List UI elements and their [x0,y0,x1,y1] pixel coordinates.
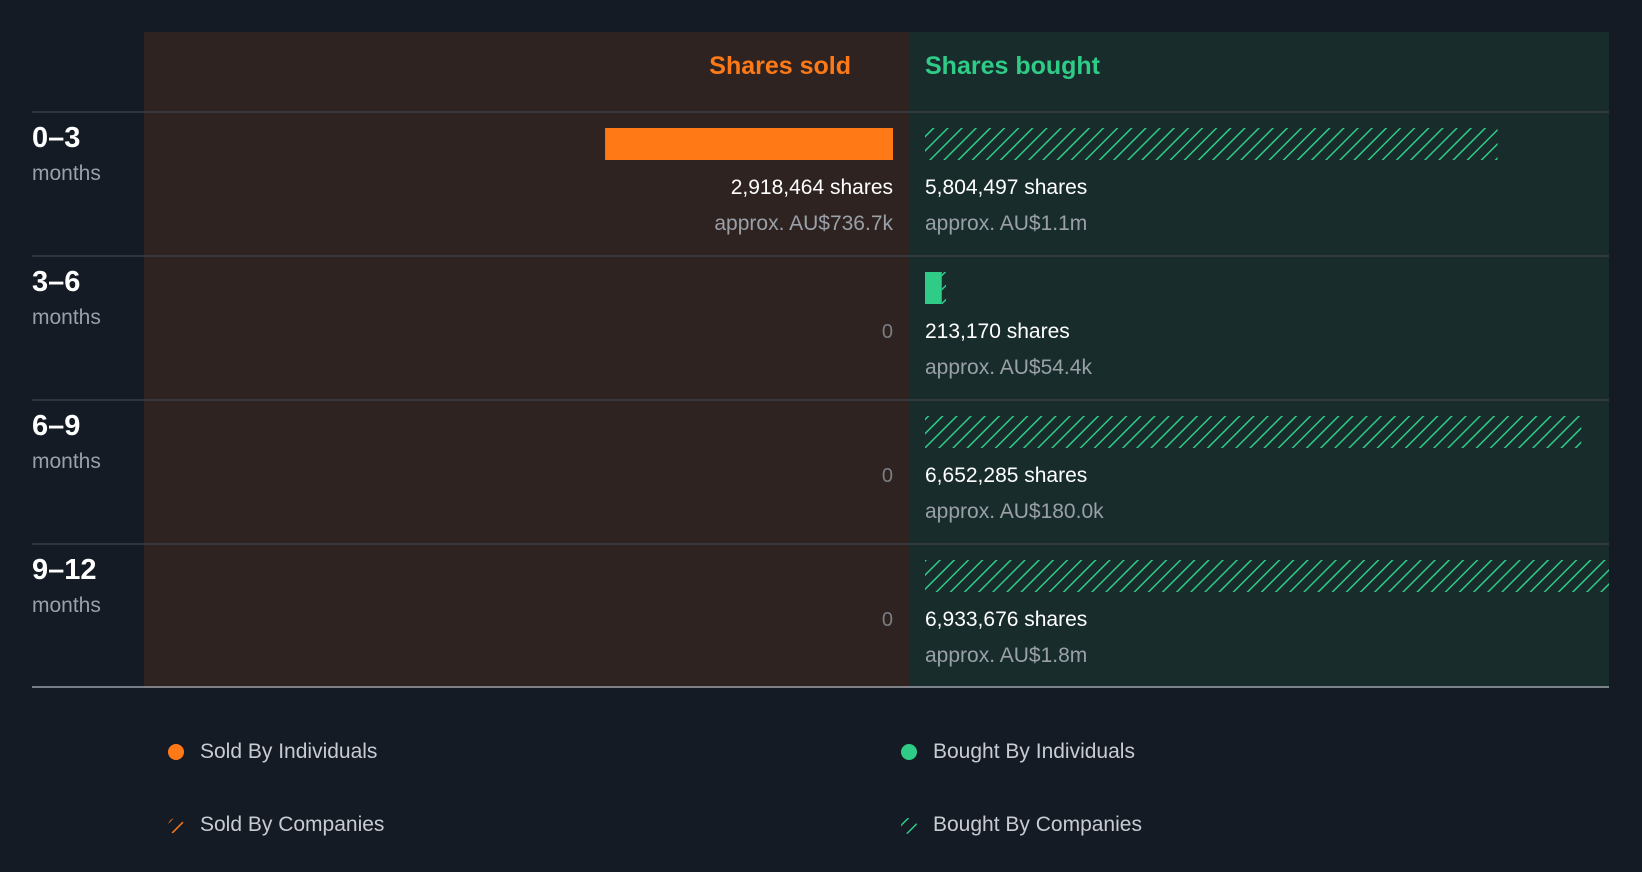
legend-label: Sold By Individuals [200,740,378,763]
sold-zero-value: 0 [881,321,893,343]
period-range: 0–3 [32,122,81,154]
legend-dot-icon [168,744,184,760]
sold-shares-label: 2,918,464 shares [730,176,893,199]
bought-shares-label: 6,933,676 shares [925,608,1088,631]
period-range: 6–9 [32,410,81,442]
bar-bought-companies [941,272,947,304]
bar-bought-individuals [925,272,942,304]
period-range: 3–6 [32,266,81,298]
legend-icon-bought-companies [901,818,917,834]
bars-group [605,128,1609,592]
legend-label: Sold By Companies [200,813,385,836]
legend-sold-companies: Sold By Companies [168,813,384,837]
bought-approx-value: approx. AU$1.8m [925,644,1088,667]
bought-shares-label: 213,170 shares [925,320,1070,343]
bought-approx-value: approx. AU$54.4k [925,356,1092,379]
legend-icon-sold-companies [168,818,184,834]
period-label-3: 9–12 months [32,553,101,618]
legend-sold-individuals: Sold By Individuals [168,740,377,764]
period-label-2: 6–9 months [32,409,101,474]
header-shares-sold: Shares sold [709,52,851,80]
bought-approx-value: approx. AU$1.1m [925,212,1088,235]
bar-bought-companies [925,416,1582,448]
bar-bought-companies [925,560,1609,592]
period-range: 9–12 [32,554,97,586]
legend-label: Bought By Companies [933,813,1142,836]
sold-zero-value: 0 [881,609,893,631]
row-dividers [32,111,1609,545]
bought-shares-label: 6,652,285 shares [925,464,1088,487]
bought-approx-value: approx. AU$180.0k [925,500,1104,523]
sold-approx-value: approx. AU$736.7k [714,212,893,235]
bought-shares-label: 5,804,497 shares [925,176,1088,199]
legend-bought-companies: Bought By Companies [901,813,1142,837]
sold-zero-value: 0 [881,465,893,487]
legend-dot-icon [901,744,917,760]
period-unit: months [32,306,101,329]
period-unit: months [32,594,101,617]
period-label-0: 0–3 months [32,121,101,186]
legend-hatch-icon [901,817,917,833]
period-label-1: 3–6 months [32,265,101,330]
bar-sold-individuals [605,128,893,160]
period-unit: months [32,450,101,473]
bar-bought-companies [925,128,1498,160]
legend-hatch-icon [168,817,184,833]
legend-label: Bought By Individuals [933,740,1135,763]
period-unit: months [32,162,101,185]
legend-bought-individuals: Bought By Individuals [901,740,1135,764]
header-shares-bought: Shares bought [925,52,1101,80]
